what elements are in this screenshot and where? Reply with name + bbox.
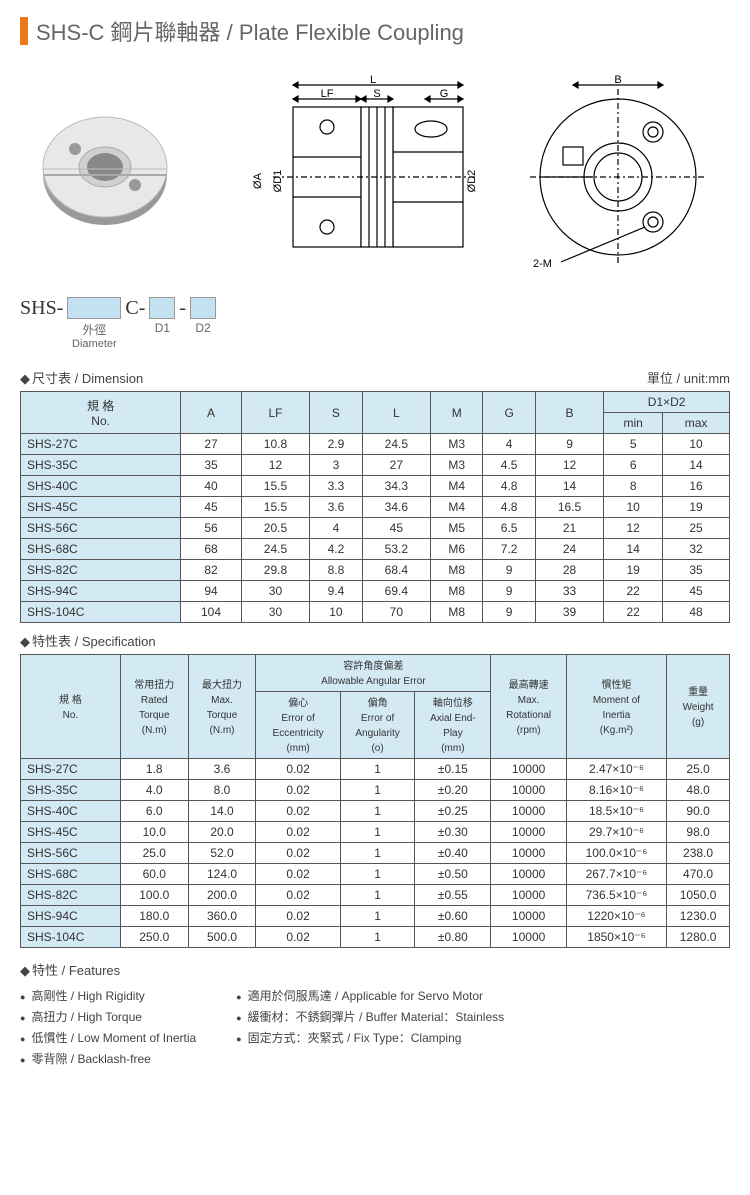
spec-th-rpm: 最高轉速 Max. Rotational (rpm) [491, 655, 566, 759]
partcode-prefix: SHS- [20, 297, 63, 320]
dim-th-A: A [181, 392, 241, 434]
partcode-dash: - [179, 297, 186, 320]
dim-th-M: M [431, 392, 483, 434]
diag-label-D1: ØD1 [272, 170, 284, 193]
specification-table: 規 格 No. 常用扭力 Rated Torque (N.m) 最大扭力 Max… [20, 654, 730, 948]
part-code-format: SHS- 外徑 Diameter C- D1 - D2 [20, 297, 730, 350]
partcode-mid: C- [125, 297, 145, 320]
partcode-box-d1 [149, 297, 175, 319]
list-item: 高扭力 / High Torque [20, 1008, 196, 1025]
table-row: SHS-45C4515.53.634.6M44.816.51019 [21, 497, 730, 518]
table-row: SHS-94C180.0360.00.021±0.60100001220×10⁻… [21, 906, 730, 927]
list-item: 零背隙 / Backlash-free [20, 1050, 196, 1067]
spec-th-ecc: 偏心 Error of Eccentricity (mm) [256, 692, 340, 759]
table-row: SHS-82C8229.88.868.4M89281935 [21, 560, 730, 581]
dimension-unit: 單位 / unit:mm [647, 368, 730, 387]
spec-th-max: 最大扭力 Max. Torque (N.m) [188, 655, 256, 759]
table-row: SHS-27C1.83.60.021±0.15100002.47×10⁻⁶25.… [21, 759, 730, 780]
table-row: SHS-68C6824.54.253.2M67.2241432 [21, 539, 730, 560]
diag-label-D2: ØD2 [466, 170, 478, 193]
list-item: 高剛性 / High Rigidity [20, 987, 196, 1004]
spec-th-axial: 軸向位移 Axial End- Play (mm) [415, 692, 491, 759]
table-row: SHS-56C5620.5445M56.5211225 [21, 518, 730, 539]
page-title-row: SHS-C 鋼片聯軸器 / Plate Flexible Coupling [20, 15, 730, 47]
table-row: SHS-94C94309.469.4M89332245 [21, 581, 730, 602]
spec-heading: 特性表 / Specification [20, 631, 156, 650]
dim-th-S: S [310, 392, 362, 434]
product-photo [20, 92, 190, 252]
spec-heading-row: 特性表 / Specification [20, 631, 730, 650]
spec-th-rated: 常用扭力 Rated Torque (N.m) [120, 655, 188, 759]
spec-th-allow: 容許角度偏差 Allowable Angular Error [256, 655, 491, 692]
spec-th-inertia: 慣性矩 Moment of Inertia (Kg.m²) [566, 655, 666, 759]
diag-label-2M: 2-M [533, 258, 552, 270]
technical-diagram: L LF S G [205, 67, 730, 277]
features-right-list: 適用於伺服馬達 / Applicable for Servo Motor 緩衝材：… [236, 987, 504, 1071]
title-accent-bar [20, 17, 28, 45]
partcode-sub-diameter-zh: 外徑 [82, 321, 106, 338]
table-row: SHS-27C2710.82.924.5M349510 [21, 434, 730, 455]
page-title: SHS-C 鋼片聯軸器 / Plate Flexible Coupling [36, 15, 464, 47]
dim-th-LF: LF [241, 392, 309, 434]
table-row: SHS-45C10.020.00.021±0.301000029.7×10⁻⁶9… [21, 822, 730, 843]
partcode-box-diameter [67, 297, 121, 319]
features-heading: 特性 / Features [20, 960, 730, 979]
dimension-heading: 尺寸表 / Dimension [20, 368, 143, 387]
dim-th-max: max [663, 413, 730, 434]
dim-th-L: L [362, 392, 430, 434]
table-row: SHS-35C3512327M34.512614 [21, 455, 730, 476]
dim-th-G: G [483, 392, 535, 434]
dimension-heading-row: 尺寸表 / Dimension 單位 / unit:mm [20, 368, 730, 387]
table-row: SHS-40C4015.53.334.3M44.814816 [21, 476, 730, 497]
partcode-sub-d1: D1 [155, 321, 170, 335]
diag-label-A: ØA [252, 172, 264, 189]
partcode-box-d2 [190, 297, 216, 319]
diag-label-B: B [614, 74, 621, 86]
diag-label-LF: LF [320, 88, 333, 100]
table-row: SHS-40C6.014.00.021±0.251000018.5×10⁻⁶90… [21, 801, 730, 822]
dim-th-D1D2: D1×D2 [604, 392, 730, 413]
table-row: SHS-104C104301070M89392248 [21, 602, 730, 623]
list-item: 緩衝材：不銹鋼彈片 / Buffer Material：Stainless [236, 1008, 504, 1025]
table-row: SHS-68C60.0124.00.021±0.5010000267.7×10⁻… [21, 864, 730, 885]
table-row: SHS-35C4.08.00.021±0.20100008.16×10⁻⁶48.… [21, 780, 730, 801]
diag-label-S: S [373, 88, 380, 100]
diag-label-G: G [439, 88, 448, 100]
spec-th-ang: 偏角 Error of Angularity (o) [340, 692, 414, 759]
features-left-list: 高剛性 / High Rigidity 高扭力 / High Torque 低慣性 … [20, 987, 196, 1071]
partcode-sub-diameter-en: Diameter [72, 338, 117, 350]
list-item: 低慣性 / Low Moment of Inertia [20, 1029, 196, 1046]
table-row: SHS-82C100.0200.00.021±0.5510000736.5×10… [21, 885, 730, 906]
table-row: SHS-56C25.052.00.021±0.4010000100.0×10⁻⁶… [21, 843, 730, 864]
list-item: 適用於伺服馬達 / Applicable for Servo Motor [236, 987, 504, 1004]
dimension-table: 規 格 No. A LF S L M G B D1×D2 min max SHS… [20, 391, 730, 623]
table-row: SHS-104C250.0500.00.021±0.80100001850×10… [21, 927, 730, 948]
features-section: 特性 / Features 高剛性 / High Rigidity 高扭力 / H… [20, 960, 730, 1071]
diag-label-L: L [369, 74, 375, 86]
partcode-sub-d2: D2 [195, 321, 210, 335]
dim-th-min: min [604, 413, 663, 434]
list-item: 固定方式：夾緊式 / Fix Type：Clamping [236, 1029, 504, 1046]
dim-th-B: B [535, 392, 603, 434]
image-row: L LF S G [20, 67, 730, 277]
spec-th-weight: 重量 Weight (g) [667, 655, 730, 759]
spec-th-no: 規 格 No. [21, 655, 121, 759]
dim-th-no: 規 格 No. [21, 392, 181, 434]
